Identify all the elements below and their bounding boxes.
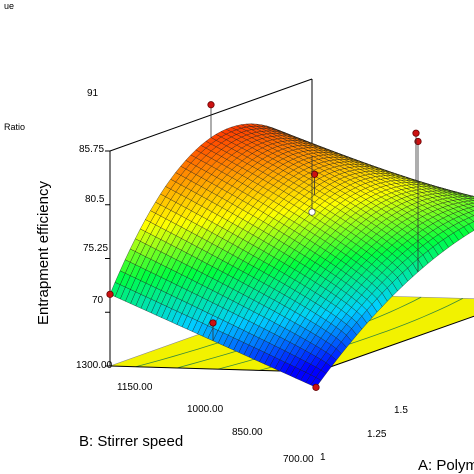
y-axis-title: B: Stirrer speed [79,433,183,450]
y-axis-ticks: 1300.00 1150.00 1000.00 850.00 700.00 [76,360,314,465]
legend-fragment-top: ue [4,1,14,11]
legend-fragment-ratio: Ratio [4,122,25,132]
design-point [308,208,316,216]
y-tick-label: 1000.00 [187,404,224,415]
x-tick-label: 1.25 [367,429,387,440]
x-axis-title: A: Polym [418,457,474,474]
design-points [106,101,422,391]
x-axis-ticks: 1 1.25 1.5 [320,405,408,463]
z-axis-ticks: 91 85.75 80.5 75.25 70 [79,88,108,306]
design-point [412,129,420,137]
surface-cell [468,221,474,231]
x-tick-label: 1.5 [394,405,408,416]
x-tick-label: 1 [320,452,326,463]
design-point [207,101,215,109]
surface-cell [468,195,474,198]
y-tick-label: 1300.00 [76,360,113,371]
design-point [106,290,114,298]
y-tick-label: 700.00 [283,454,314,465]
y-tick-label: 1150.00 [117,382,153,393]
design-point [209,319,217,327]
z-tick-label: 75.25 [83,243,108,254]
y-tick-label: 850.00 [232,427,263,438]
z-tick-label: 85.75 [79,144,104,155]
design-point [310,170,319,178]
response-surface [109,123,474,388]
design-point [312,383,320,391]
z-tick-label: 91 [87,88,99,99]
z-tick-label: 80.5 [85,194,105,205]
z-axis-title: Entrapment efficiency [35,181,52,325]
z-tick-label: 70 [92,295,104,306]
x-axis-line [315,315,474,373]
